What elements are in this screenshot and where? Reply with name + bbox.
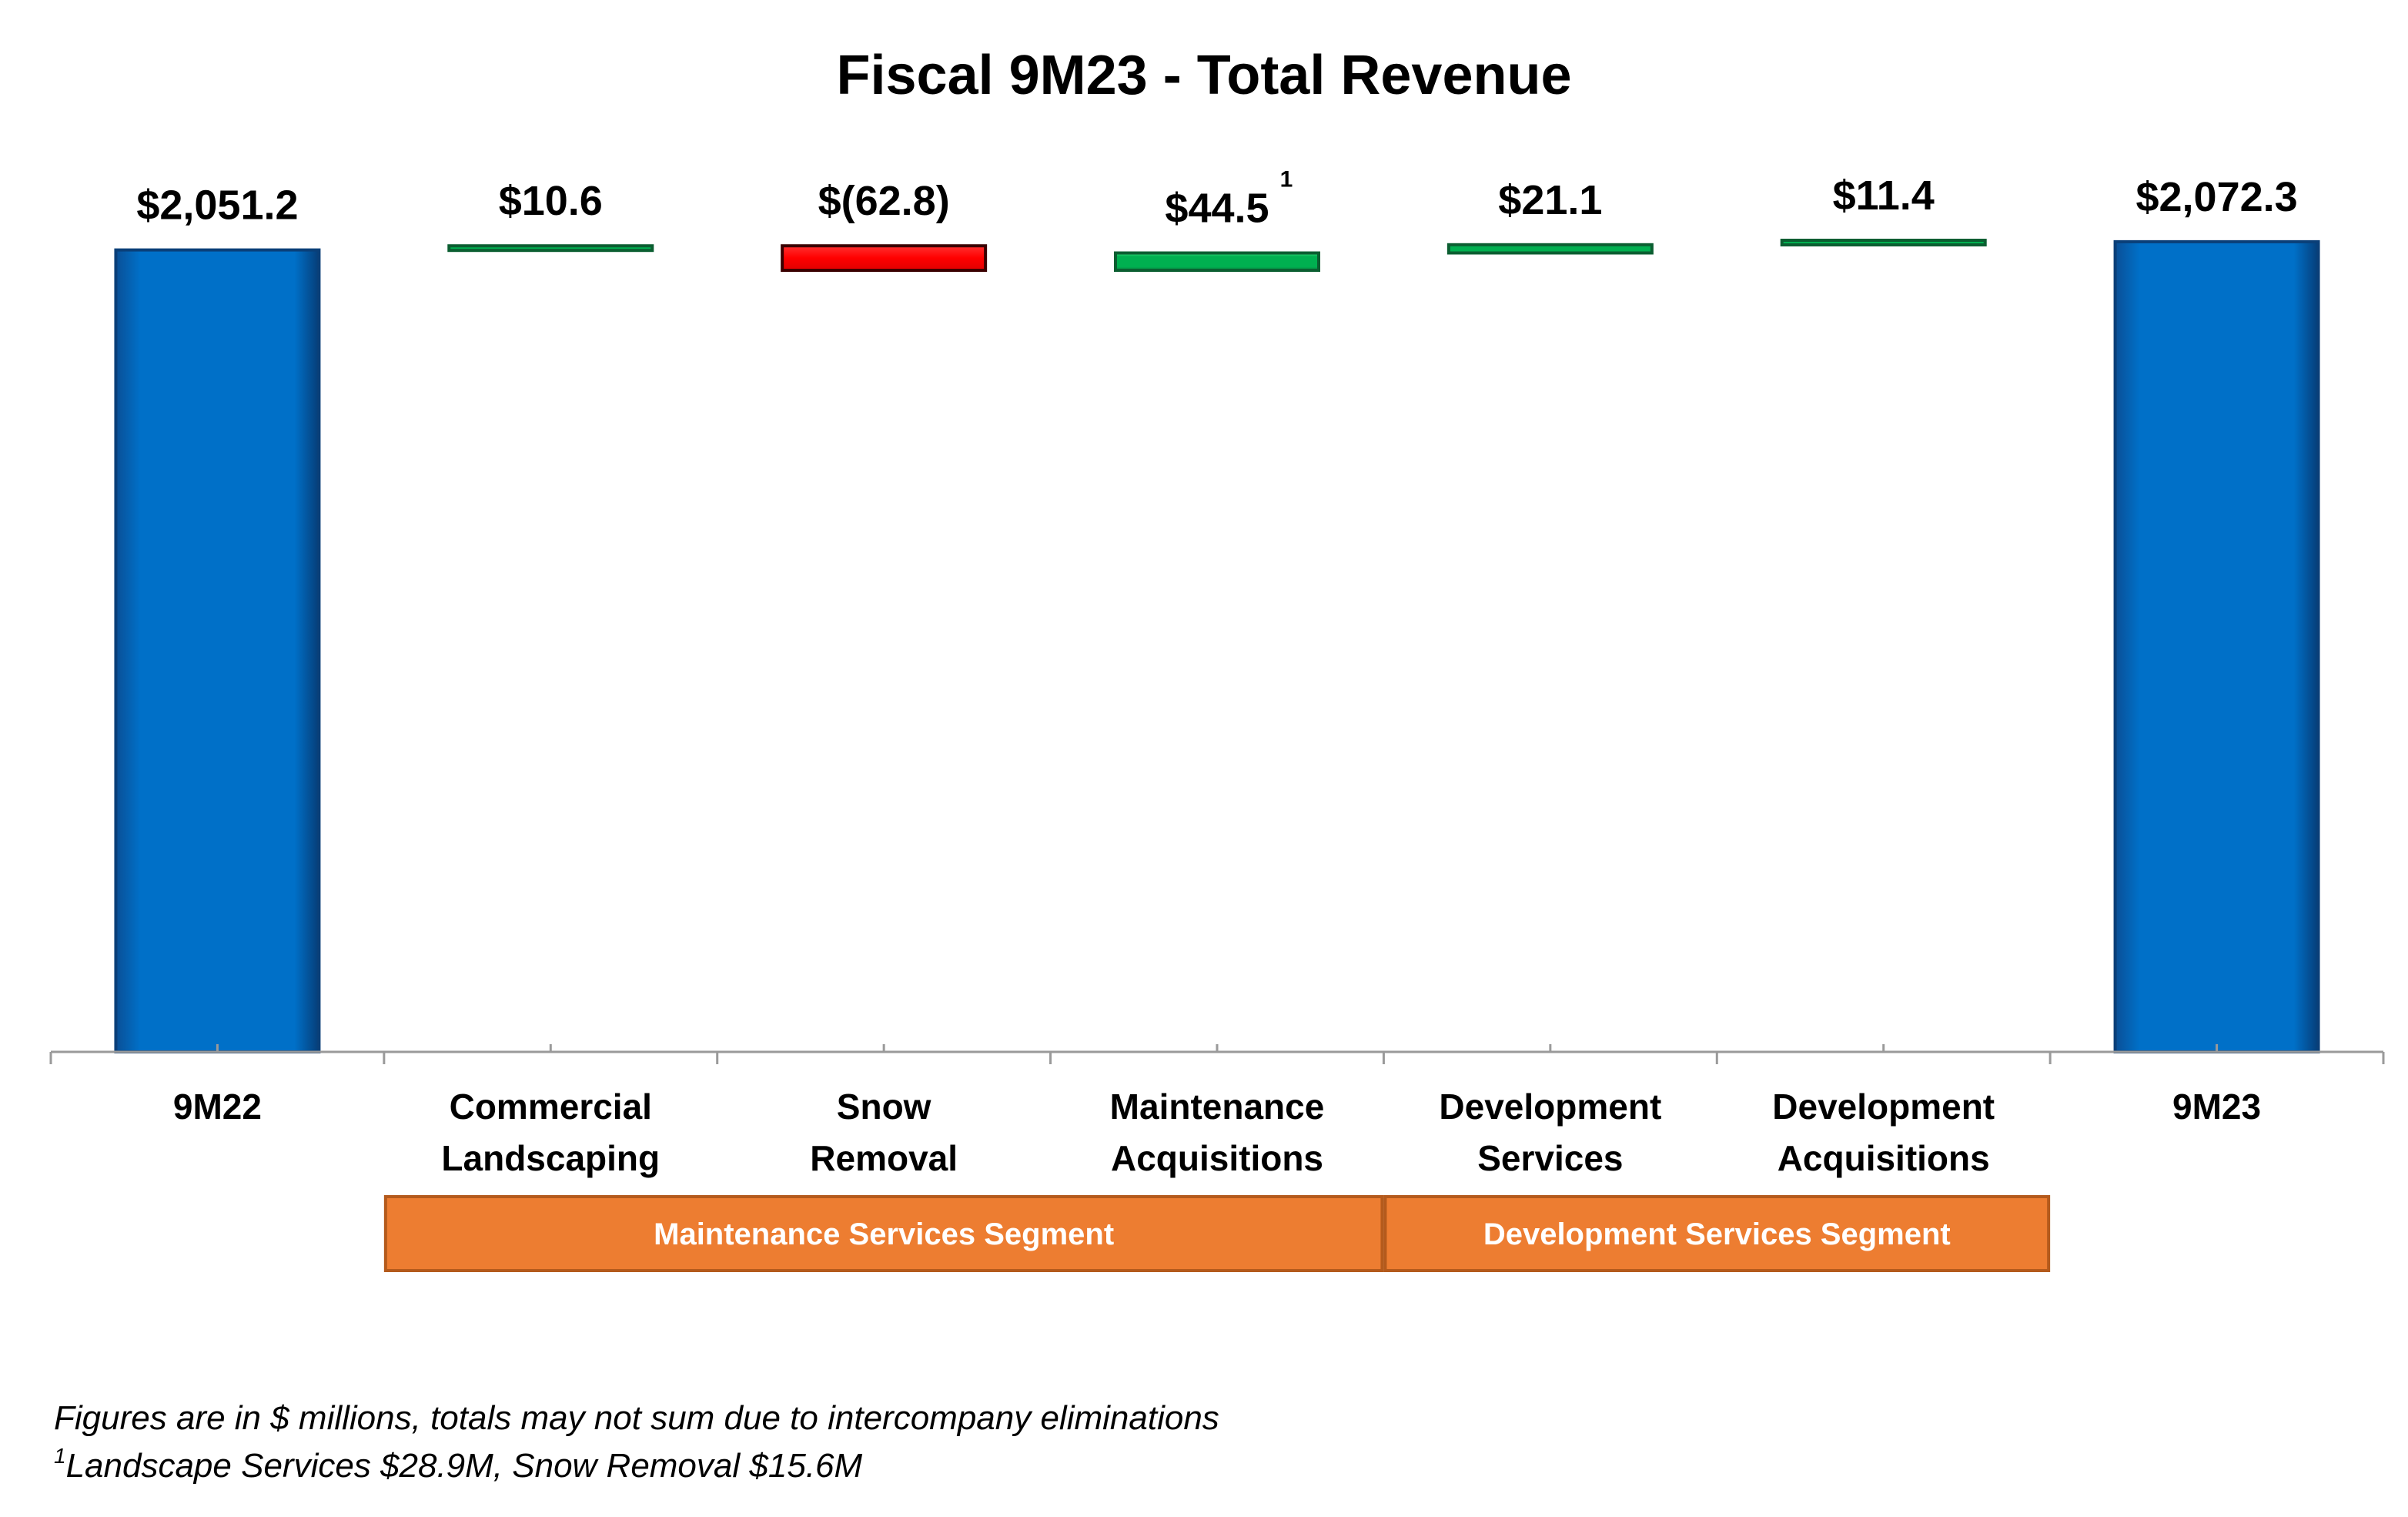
bars-layer — [114, 239, 2320, 1053]
bar-3 — [1114, 251, 1320, 273]
category-label-6: 9M23 — [2172, 1087, 2261, 1127]
segment-bands-layer: Maintenance Services Segment Development … — [383, 1195, 2051, 1272]
segment-band-0 — [383, 1195, 1384, 1272]
value-labels-layer: $2,051.2 $10.6 $(62.8) $44.5 1 $21.1 $11.4 $2,0… — [136, 167, 2297, 232]
bar-4 — [1446, 243, 1654, 255]
bar-1 — [447, 244, 654, 253]
value-label-4: $21.1 — [1498, 177, 1602, 223]
segment-label-1: Development Services Segment — [1483, 1217, 1951, 1251]
value-label-2: $(62.8) — [818, 178, 950, 224]
bar-6 — [2113, 239, 2320, 1053]
category-label-3: Maintenance Acquisitions — [1110, 1087, 1325, 1178]
value-label-0: $2,051.2 — [136, 183, 298, 229]
chart-title: Fiscal 9M23 - Total Revenue — [837, 45, 1572, 106]
x-axis-ticks — [49, 1044, 2385, 1064]
segment-band-1 — [1383, 1195, 2051, 1272]
bar-5 — [1780, 239, 1987, 246]
value-label-5: $11.4 — [1833, 172, 1935, 219]
bar-0 — [114, 248, 321, 1053]
footnote-1: 1Landscape Services $28.9M, Snow Removal… — [54, 1444, 862, 1485]
footnote-0: Figures are in $ millions, totals may no… — [54, 1399, 1219, 1437]
bar-2 — [781, 244, 988, 273]
value-label-3: $44.5 — [1165, 186, 1269, 232]
category-label-4: Development Services — [1439, 1087, 1661, 1178]
category-label-1: Commercial Landscaping — [441, 1087, 660, 1178]
footnotes-layer: Figures are in $ millions, totals may no… — [54, 1399, 1219, 1485]
value-label-superscript-3: 1 — [1280, 167, 1293, 193]
value-label-6: $2,072.3 — [2135, 174, 2297, 220]
value-label-1: $10.6 — [499, 178, 603, 224]
segment-label-0: Maintenance Services Segment — [654, 1217, 1114, 1251]
category-label-2: Snow Removal — [810, 1087, 958, 1178]
category-label-0: 9M22 — [173, 1087, 262, 1127]
category-labels-layer: 9M22 Commercial Landscaping Snow Removal Main… — [173, 1087, 2261, 1178]
category-label-5: Development Acquisitions — [1772, 1087, 1995, 1178]
